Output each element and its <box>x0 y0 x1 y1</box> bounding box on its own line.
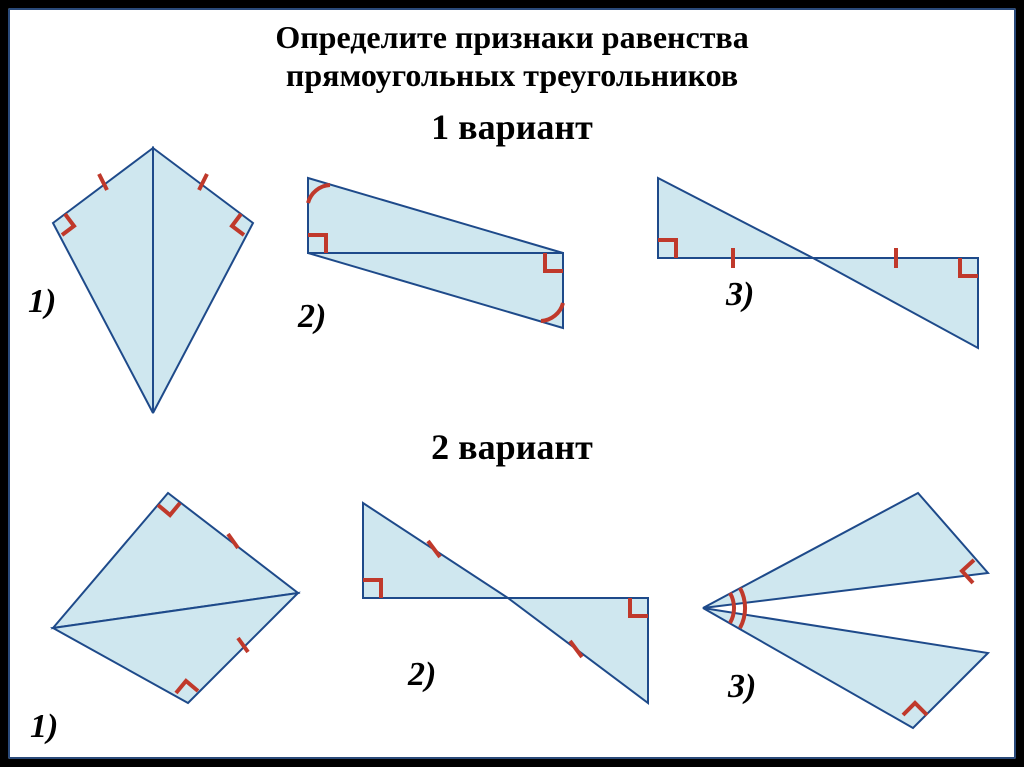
label-v1-2: 2) <box>298 298 326 336</box>
figure-v2-1 <box>38 478 318 718</box>
label-v1-1: 1) <box>28 283 56 321</box>
worksheet-frame: Определите признаки равенства прямоуголь… <box>0 0 1024 767</box>
label-v2-3: 3) <box>728 668 756 706</box>
label-v2-2: 2) <box>408 656 436 694</box>
figure-v1-3 <box>638 163 998 363</box>
page-title: Определите признаки равенства прямоуголь… <box>8 18 1016 95</box>
variant2-label: 2 вариант <box>8 426 1016 468</box>
title-line2: прямоугольных треугольников <box>286 57 738 93</box>
label-v2-1: 1) <box>30 708 58 746</box>
label-v1-3: 3) <box>726 276 754 314</box>
figure-v2-2 <box>348 488 668 718</box>
title-line1: Определите признаки равенства <box>275 19 748 55</box>
figure-v1-1 <box>38 133 268 433</box>
figure-v1-2 <box>293 163 593 343</box>
